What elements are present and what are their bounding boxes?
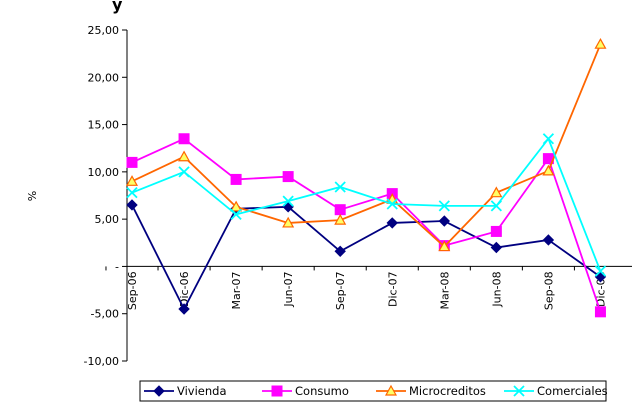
y-tick-label: 25,00 <box>88 24 120 37</box>
data-point <box>594 306 606 318</box>
y-tick-label: 20,00 <box>88 71 120 84</box>
x-tick-label: Sep-06 <box>126 271 139 310</box>
series-layer <box>125 37 607 318</box>
data-point <box>178 150 191 162</box>
data-point <box>178 303 190 315</box>
y-tick-label: 5,00 <box>95 213 120 226</box>
x-tick-label: Sep-07 <box>334 271 347 310</box>
data-point <box>230 200 243 212</box>
legend-marker <box>153 385 165 397</box>
data-point <box>126 156 138 168</box>
data-point <box>386 198 398 210</box>
series-comerciales <box>126 133 607 277</box>
y-tick-label: 10,00 <box>88 166 120 179</box>
x-tick-label: Mar-07 <box>230 271 243 309</box>
data-point <box>490 186 503 198</box>
data-point <box>230 208 242 221</box>
legend-marker <box>271 385 283 397</box>
legend-label: Microcreditos <box>409 384 486 398</box>
data-point <box>282 216 295 228</box>
data-point <box>386 217 398 229</box>
legend-item-consumo: Consumo <box>262 384 349 398</box>
data-point <box>230 173 242 185</box>
x-tick-label: Mar-08 <box>438 271 451 309</box>
data-point <box>438 240 451 252</box>
legend-item-comerciales: Comerciales <box>504 384 608 398</box>
series-line <box>131 136 602 272</box>
y-tick-label: - <box>115 260 119 273</box>
series-consumo <box>126 133 606 318</box>
data-point <box>438 215 451 227</box>
data-point <box>334 181 346 193</box>
data-point <box>542 164 555 176</box>
data-point <box>542 133 555 145</box>
data-point <box>490 225 502 237</box>
x-tick-label: Jun-08 <box>490 271 503 307</box>
data-point <box>334 204 346 216</box>
y-tick-label: -5,00 <box>91 308 119 321</box>
data-point <box>490 241 503 254</box>
legend-marker <box>513 385 525 397</box>
x-tick-label: Sep-08 <box>542 271 555 310</box>
data-point <box>178 133 190 145</box>
y-axis-label: % <box>26 191 39 201</box>
series-line <box>131 43 602 248</box>
x-tick-label: Dic-07 <box>386 271 399 307</box>
data-point <box>126 199 138 211</box>
chart-title-fragment: y <box>112 0 123 14</box>
data-point <box>334 213 347 225</box>
data-point <box>542 234 555 246</box>
data-point <box>594 37 607 49</box>
data-point <box>438 200 450 212</box>
data-point <box>334 245 346 258</box>
data-point <box>126 187 138 199</box>
y-axis: 25,00 20,00 15,00 10,00 5,00 - -5,00 -10,00 <box>84 24 128 368</box>
legend-label: Consumo <box>295 384 349 398</box>
series-line <box>131 204 601 311</box>
legend-item-microcreditos: Microcreditos <box>376 384 486 398</box>
x-tick-label: Dic-06 <box>178 271 191 307</box>
series-vivienda <box>126 199 607 315</box>
x-tick-label: Dic-08 <box>594 271 607 307</box>
legend: Vivienda Consumo Microcreditos Comerciales <box>139 380 608 402</box>
legend-box <box>139 380 607 402</box>
legend-item-vivienda: Vivienda <box>144 384 227 398</box>
data-point <box>178 166 190 178</box>
legend-label: Vivienda <box>177 384 227 398</box>
y-tick-label: 15,00 <box>88 119 120 132</box>
y-tick-label: -10,00 <box>84 355 119 368</box>
data-point <box>594 265 607 277</box>
legend-label: Comerciales <box>537 384 608 398</box>
series-microcreditos <box>125 37 607 252</box>
data-point <box>125 175 139 186</box>
legend-marker <box>384 384 398 396</box>
series-line <box>131 137 602 313</box>
data-point <box>490 200 502 212</box>
data-point <box>282 171 294 183</box>
x-tick-label: Jun-07 <box>282 271 295 307</box>
data-point <box>282 195 294 207</box>
x-axis: Sep-06 Dic-06 Mar-07 Jun-07 Sep-07 Dic-07 Mar-… <box>105 265 632 310</box>
